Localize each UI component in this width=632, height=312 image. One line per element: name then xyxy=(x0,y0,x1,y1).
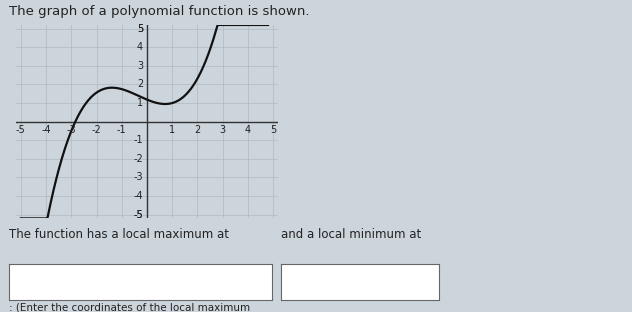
Text: -5: -5 xyxy=(133,210,143,220)
Text: 2: 2 xyxy=(194,125,200,135)
Text: -5: -5 xyxy=(16,125,26,135)
Text: 5: 5 xyxy=(137,24,143,34)
Text: -2: -2 xyxy=(92,125,101,135)
Text: 3: 3 xyxy=(219,125,226,135)
Text: -4: -4 xyxy=(133,191,143,201)
Text: 2: 2 xyxy=(137,80,143,90)
Text: -3: -3 xyxy=(133,173,143,183)
Text: -5: -5 xyxy=(133,210,143,220)
Text: 4: 4 xyxy=(137,42,143,52)
Text: 5: 5 xyxy=(137,24,143,34)
Text: 1: 1 xyxy=(169,125,175,135)
Text: The function has a local maximum at: The function has a local maximum at xyxy=(9,228,229,241)
Text: -2: -2 xyxy=(133,154,143,164)
Text: -4: -4 xyxy=(41,125,51,135)
Text: 1: 1 xyxy=(137,98,143,108)
Text: 3: 3 xyxy=(137,61,143,71)
Text: -3: -3 xyxy=(66,125,76,135)
Text: -1: -1 xyxy=(117,125,126,135)
Text: and a local minimum at: and a local minimum at xyxy=(281,228,422,241)
Text: : (Enter the coordinates of the local maximum: : (Enter the coordinates of the local ma… xyxy=(9,303,251,312)
Text: The graph of a polynomial function is shown.: The graph of a polynomial function is sh… xyxy=(9,5,310,18)
Text: -1: -1 xyxy=(133,135,143,145)
Text: 5: 5 xyxy=(270,125,276,135)
Text: 4: 4 xyxy=(245,125,251,135)
